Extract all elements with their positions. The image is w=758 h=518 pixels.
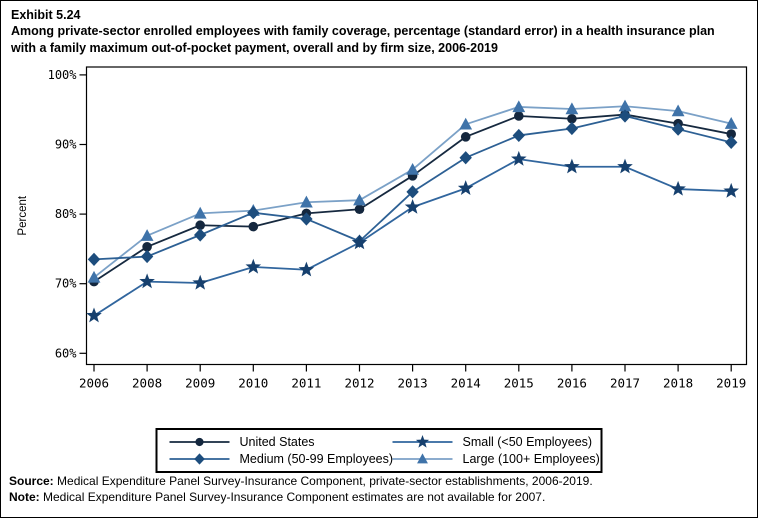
exhibit-number: Exhibit 5.24	[11, 8, 81, 22]
data-point-large	[406, 162, 419, 175]
y-axis-title: Percent	[17, 195, 29, 235]
data-point-large	[618, 99, 632, 112]
data-point-small	[564, 158, 580, 174]
data-point-small	[245, 258, 262, 274]
y-tick-label: 60%	[55, 346, 77, 360]
source-label: Source:	[9, 474, 54, 488]
star-icon	[415, 434, 430, 448]
triangle-icon	[417, 452, 428, 463]
data-point-large	[300, 195, 313, 208]
data-point-small	[351, 234, 368, 250]
data-point-medium	[300, 212, 313, 226]
data-point-small	[298, 261, 315, 277]
chart-area: Percent 100% 90% 80% 70% 60% 2006 2008 2009 2010 2…	[17, 66, 748, 391]
legend-label: Medium (50-99 Employees)	[239, 451, 394, 466]
note-line: Note: Medical Expenditure Panel Survey-I…	[9, 490, 545, 506]
data-point-us	[195, 220, 205, 231]
data-point-medium	[565, 121, 579, 136]
data-point-small	[511, 150, 527, 166]
chart-title: Among private-sector enrolled employees …	[11, 24, 715, 55]
data-point-large	[459, 117, 473, 130]
note-text: Medical Expenditure Panel Survey-Insuran…	[43, 490, 546, 504]
data-point-large	[512, 100, 526, 113]
x-tick-label: 2008	[132, 376, 162, 391]
x-tick-label: 2013	[398, 376, 428, 391]
x-tick-label: 2019	[716, 376, 746, 391]
data-point-medium	[406, 185, 419, 199]
legend-diamond-marker-icon	[169, 452, 230, 465]
source-line: Source: Medical Expenditure Panel Survey…	[9, 474, 593, 490]
data-point-large	[353, 193, 366, 206]
legend-triangle-marker-icon	[392, 452, 453, 463]
data-point-us	[142, 242, 152, 252]
data-point-medium	[194, 228, 207, 242]
data-point-us	[514, 111, 524, 121]
y-tick-label: 100%	[48, 68, 78, 82]
data-point-small	[457, 180, 474, 195]
data-point-small	[723, 182, 739, 198]
x-tick-label: 2015	[504, 376, 534, 391]
data-point-large	[671, 104, 685, 117]
x-tick-label: 2010	[238, 376, 268, 391]
data-point-us	[460, 132, 471, 142]
data-point-medium	[618, 109, 632, 123]
data-point-medium	[512, 128, 525, 143]
data-point-medium	[247, 206, 260, 220]
x-tick-label: 2016	[557, 376, 587, 391]
diamond-icon	[194, 452, 205, 465]
data-point-large	[724, 117, 738, 129]
legend-item-united-states: United States	[168, 433, 383, 450]
source-text: Medical Expenditure Panel Survey-Insuran…	[57, 474, 593, 488]
x-tick-label: 2011	[291, 376, 321, 391]
data-point-small	[617, 158, 633, 174]
y-tick-label: 90%	[55, 138, 77, 152]
legend-label: Large (100+ Employees)	[462, 451, 600, 466]
circle-icon	[195, 437, 204, 446]
data-point-large	[565, 102, 579, 115]
x-tick-label: 2012	[344, 376, 374, 391]
data-point-large	[140, 229, 154, 241]
data-point-large	[193, 206, 207, 219]
legend-circle-marker-icon	[169, 437, 230, 446]
data-point-medium	[671, 122, 685, 136]
y-tick-label: 70%	[55, 277, 77, 291]
data-point-us	[567, 113, 577, 124]
data-point-medium	[725, 135, 738, 150]
legend-label: Small (<50 Employees)	[462, 434, 593, 449]
data-point-us	[726, 129, 736, 139]
x-tick-label: 2017	[610, 376, 640, 391]
data-point-small	[86, 307, 102, 323]
x-tick-label: 2009	[185, 376, 215, 391]
series-line-small	[93, 158, 732, 317]
data-point-us	[354, 204, 365, 215]
data-point-medium	[459, 151, 472, 165]
chart-legend: United States Medium (50-99 Employees) S…	[155, 428, 603, 473]
plot-frame	[85, 66, 748, 366]
data-point-us	[248, 221, 259, 232]
data-point-small	[670, 180, 686, 196]
legend-item-small: Small (<50 Employees)	[391, 433, 593, 450]
note-label: Note:	[9, 490, 40, 504]
x-tick-label: 2006	[79, 376, 109, 391]
data-point-small	[192, 274, 208, 290]
data-point-large	[87, 270, 101, 283]
x-tick-label: 2014	[451, 376, 481, 391]
legend-item-large: Large (100+ Employees)	[391, 450, 600, 467]
data-point-medium	[140, 249, 154, 264]
data-point-medium	[87, 252, 101, 266]
y-tick-label: 80%	[55, 207, 77, 221]
x-tick-label: 2018	[663, 376, 693, 391]
legend-star-marker-icon	[392, 434, 453, 448]
data-point-small	[404, 198, 421, 214]
title-block: Exhibit 5.24 Among private-sector enroll…	[11, 7, 727, 56]
legend-item-medium: Medium (50-99 Employees)	[168, 450, 393, 467]
legend-label: United States	[239, 434, 315, 449]
data-point-small	[139, 273, 155, 289]
